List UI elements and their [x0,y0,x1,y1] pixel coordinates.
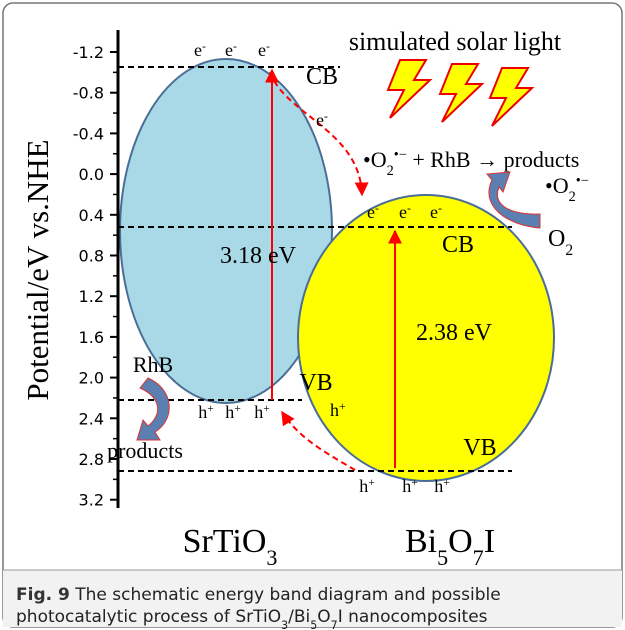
tick-label: 0.4 [79,206,104,225]
tick-label: 0.8 [79,247,104,266]
hole-part: + [411,476,418,489]
transfer-hole-part: h [330,400,339,420]
transfer-hole-part: + [339,400,346,413]
tick-label: 1.2 [79,287,104,306]
electron-part: - [233,40,237,53]
caption-line2-part: photocatalytic process of SrTiO [16,607,281,627]
figure: -1.2-0.8-0.40.00.40.81.21.62.02.42.83.2 … [0,0,625,630]
tick-label: 2.4 [79,409,104,428]
reaction-part: •− [394,147,407,163]
caption-line2: photocatalytic process of SrTiO3/Bi5O7I … [16,607,488,630]
tick-label: 0.0 [79,165,104,184]
reaction-part: 2 [387,163,394,179]
bi5o7i-gap: 2.38 eV [416,320,493,346]
tick-label: -1.2 [73,43,104,62]
electron-part: e [399,202,407,222]
caption-line2-part: 3 [281,619,288,630]
electron-part: e [258,40,266,60]
caption-line2-part: I nanocomposites [338,607,488,627]
reaction-part: •O [363,147,387,172]
oxygen-part: O [548,226,565,252]
tick-label: -0.4 [73,124,104,143]
caption-line2-part: /Bi [288,607,310,627]
light-label: simulated solar light [349,27,562,56]
products-label: products [107,438,183,463]
tick-label: 1.6 [79,328,104,347]
axis-title: Potential/eV vs.NHE [20,139,55,400]
caption-line2-part: 7 [331,619,338,630]
bi5o7i-name-part: 5 [437,545,448,570]
bi5o7i-cb: CB [442,232,474,258]
tick-label: -0.8 [73,84,104,103]
hole-part: h [198,402,207,422]
tick-label: 3.2 [79,491,104,510]
electron-part: - [202,40,206,53]
caption-line2-part: O [317,607,330,627]
bi5o7i-name-part: Bi [405,523,437,560]
caption-line2-part: 5 [310,619,317,630]
tick-label: 2.8 [79,450,104,469]
superoxide-part: •− [576,173,589,189]
bi5o7i-vb: VB [463,435,496,461]
reaction-part: + RhB → products [407,147,580,172]
srtio3-name-part: SrTiO [183,523,267,560]
bi5o7i-name-part: I [484,523,495,560]
electron-part: - [438,202,442,215]
hole-part: h [359,476,368,496]
tick-label: 2.0 [79,369,104,388]
caption-text: The schematic energy band diagram and po… [70,585,501,605]
superoxide-part: •O [545,173,569,198]
hole-part: h [254,402,263,422]
electron-part: e [225,40,233,60]
bi5o7i-name-part: O [448,523,473,560]
caption-line1: Fig. 9 The schematic energy band diagram… [16,585,501,605]
electron-part: - [375,202,379,215]
electron-part: e [194,40,202,60]
oxygen-part: 2 [565,242,573,259]
hole-part: + [234,402,241,415]
transfer-electron-part: - [324,110,328,123]
hole-part: + [443,476,450,489]
rhb-label: RhB [133,352,173,377]
hole-part: + [368,476,375,489]
srtio3-vb: VB [299,370,332,396]
hole-part: h [225,402,234,422]
bi5o7i-name-part: 7 [473,545,484,570]
hole-part: h [402,476,411,496]
electron-part: - [266,40,270,53]
srtio3-cb: CB [306,64,338,90]
transfer-electron-part: e [316,110,324,130]
electron-part: e [367,202,375,222]
hole-part: + [207,402,214,415]
caption-label: Fig. 9 [16,585,70,605]
electron-part: - [407,202,411,215]
superoxide-part: 2 [569,189,576,205]
hole-part: h [434,476,443,496]
srtio3-gap: 3.18 eV [220,243,297,269]
electron-part: e [430,202,438,222]
srtio3-name-part: 3 [266,545,277,570]
hole-part: + [263,402,270,415]
